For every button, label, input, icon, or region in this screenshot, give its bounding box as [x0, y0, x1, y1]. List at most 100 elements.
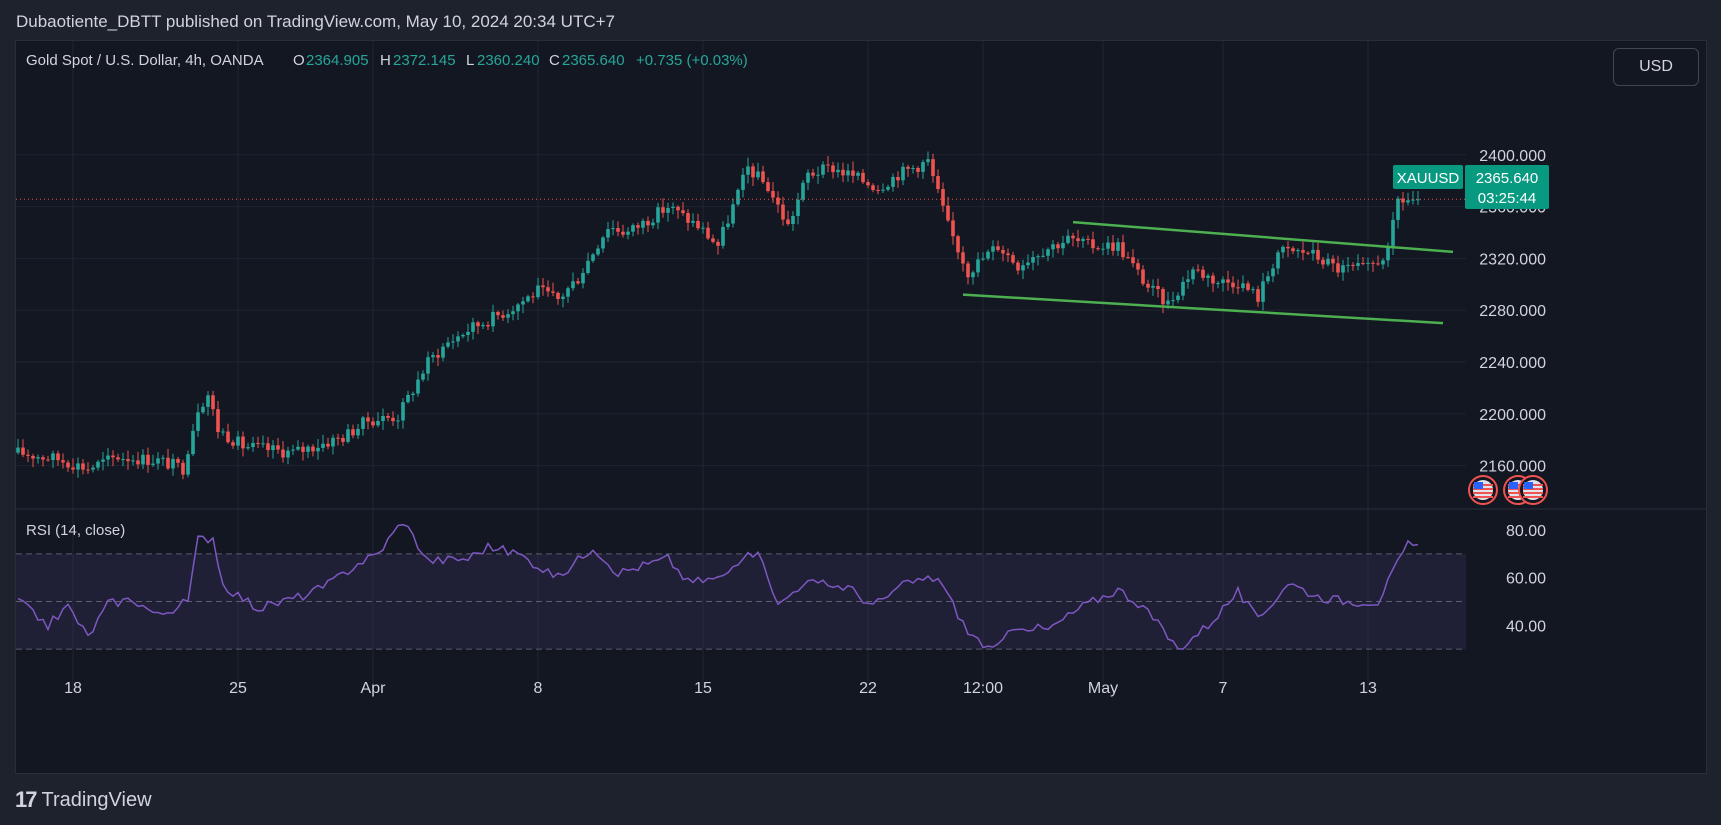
candle-body [801, 182, 805, 200]
candle-body [421, 373, 425, 380]
candle-body [1076, 238, 1080, 242]
candle-body [1081, 238, 1085, 242]
candle-body [281, 449, 285, 458]
candle-body [621, 231, 625, 235]
price-badge-bg [1465, 165, 1549, 209]
candle-body [291, 449, 295, 451]
event-flag-us-icon[interactable] [1468, 475, 1498, 505]
ticker-badge-label: XAUUSD [1397, 170, 1460, 187]
time-tick-label: 13 [1359, 680, 1377, 697]
candle-body [461, 334, 465, 337]
candle-body [236, 436, 240, 446]
candle-body [211, 395, 215, 410]
candle-body [1106, 242, 1110, 249]
candle-body [916, 167, 920, 172]
tradingview-logo[interactable]: 17 TradingView [15, 787, 152, 813]
candle-body [541, 285, 545, 288]
candle-body [511, 311, 515, 315]
candle-body [161, 457, 165, 459]
candle-body [16, 447, 20, 453]
candle-body [471, 322, 475, 332]
candle-body [1246, 283, 1250, 290]
candle-body [201, 406, 205, 413]
candle-body [1161, 289, 1165, 305]
candle-body [741, 174, 745, 190]
candle-body [656, 207, 660, 223]
price-chart[interactable]: 2400.0002360.0002320.0002280.0002240.000… [16, 41, 1706, 773]
candle-body [561, 296, 565, 299]
candle-body [1091, 239, 1095, 249]
candle-body [896, 176, 900, 181]
candle-body [526, 296, 530, 302]
candle-body [441, 346, 445, 358]
candle-body [1166, 300, 1170, 305]
candle-body [196, 412, 200, 431]
candle-body [996, 246, 1000, 250]
event-flag-us-icon[interactable] [1518, 475, 1548, 505]
change-value: +0.735 (+0.03%) [636, 52, 748, 69]
publisher-line: Dubaotiente_DBTT published on TradingVie… [16, 12, 615, 31]
candle-body [1271, 268, 1275, 277]
candle-body [1046, 249, 1050, 256]
candle-body [961, 252, 965, 264]
candle-body [1181, 281, 1185, 296]
currency-button[interactable]: USD [1613, 48, 1699, 86]
publisher-bar: Dubaotiente_DBTT published on TradingVie… [0, 0, 1721, 42]
candle-body [456, 336, 460, 342]
trendline[interactable] [1072, 220, 1454, 254]
time-tick-label: 25 [229, 680, 247, 697]
candle-body [1176, 295, 1180, 301]
candle-body [806, 172, 810, 183]
candle-body [796, 199, 800, 216]
candle-body [111, 455, 115, 458]
candle-body [1201, 269, 1205, 278]
high-value: 2372.145 [393, 52, 456, 69]
price-tick-label: 2160.000 [1479, 459, 1546, 476]
candle-body [581, 272, 585, 284]
candle-body [571, 281, 575, 289]
chart-panel[interactable]: 2400.0002360.0002320.0002280.0002240.000… [15, 40, 1707, 774]
price-badge-countdown: 03:25:44 [1478, 190, 1536, 207]
candle-body [626, 231, 630, 235]
candle-body [786, 219, 790, 225]
candle-body [1131, 257, 1135, 264]
candle-body [371, 421, 375, 426]
candle-body [386, 415, 390, 418]
trendline[interactable] [962, 293, 1444, 325]
economic-events[interactable] [1468, 475, 1548, 505]
candle-body [941, 189, 945, 206]
candle-body [131, 460, 135, 462]
candle-body [151, 463, 155, 465]
candle-body [566, 288, 570, 297]
candle-body [296, 446, 300, 450]
candle-body [231, 442, 235, 446]
candle-body [1226, 279, 1230, 283]
time-axis[interactable]: 18 25 Apr 8 15 22 12:00 May 7 13 [64, 680, 1377, 697]
candle-body [726, 223, 730, 227]
candle-body [1126, 257, 1130, 259]
candle-body [596, 248, 600, 255]
candle-body [1301, 250, 1305, 253]
candlestick-series[interactable] [16, 151, 1420, 480]
candle-body [21, 447, 25, 455]
trendline-group[interactable] [962, 220, 1454, 325]
candle-body [41, 457, 45, 460]
low-value: 2360.240 [477, 52, 540, 69]
candle-body [1311, 249, 1315, 254]
candle-body [691, 220, 695, 223]
close-label: C [549, 52, 560, 69]
candle-body [256, 442, 260, 444]
candle-body [76, 463, 80, 470]
candle-body [586, 260, 590, 273]
candle-body [1191, 269, 1195, 280]
candle-body [1111, 242, 1115, 251]
candle-body [936, 176, 940, 190]
candle-body [986, 251, 990, 259]
candle-body [901, 166, 905, 181]
candle-body [1146, 283, 1150, 288]
time-tick-label: 7 [1219, 680, 1228, 697]
candle-body [906, 166, 910, 169]
time-tick-label: 12:00 [963, 680, 1003, 697]
candle-body [1281, 246, 1285, 253]
candle-body [1066, 235, 1070, 243]
